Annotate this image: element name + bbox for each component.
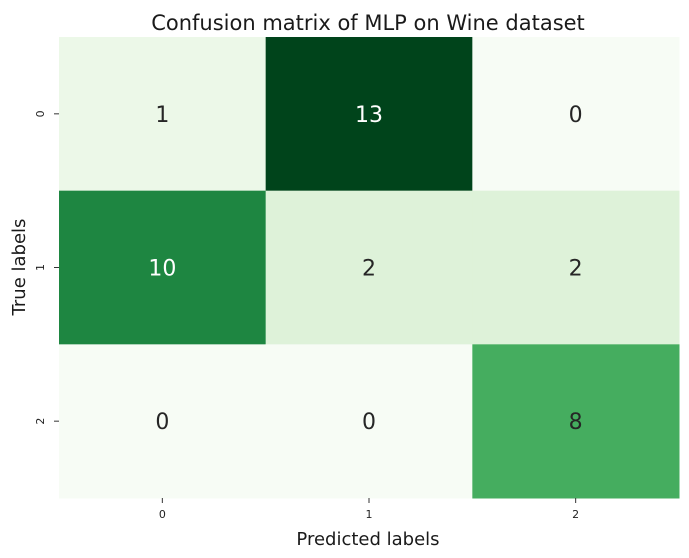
- heatmap-cell-0-1: [265, 37, 473, 192]
- y-axis-ticks: 0 1 2: [34, 110, 59, 425]
- heatmap-cell-0-2: [472, 37, 680, 192]
- y-tick-label-2: 2: [34, 418, 47, 425]
- x-tick-label-1: 1: [366, 508, 373, 521]
- heatmap-cell-2-1: [265, 344, 473, 499]
- heatmap-annotations: 1 13 0 10 2 2 0 0 8: [148, 103, 582, 435]
- heatmap-cell-0-0: [59, 37, 267, 192]
- cell-value-0-2: 0: [569, 103, 583, 128]
- chart-title: Confusion matrix of MLP on Wine dataset: [151, 11, 585, 35]
- x-axis-label: Predicted labels: [296, 529, 439, 550]
- heatmap-cell-1-0: [59, 190, 267, 345]
- y-axis-label: True labels: [9, 219, 30, 317]
- y-tick-label-1: 1: [34, 264, 47, 271]
- heatmap-cell-2-2: [472, 344, 680, 499]
- x-tick-label-2: 2: [572, 508, 579, 521]
- cell-value-1-1: 2: [362, 257, 376, 282]
- x-tick-label-0: 0: [159, 508, 166, 521]
- cell-value-2-0: 0: [155, 410, 169, 435]
- heatmap-cell-2-0: [59, 344, 267, 499]
- heatmap-cells: [59, 37, 680, 499]
- heatmap-cell-1-2: [472, 190, 680, 345]
- cell-value-2-2: 8: [569, 410, 583, 435]
- y-tick-label-0: 0: [34, 110, 47, 117]
- x-axis-ticks: 0 1 2: [159, 498, 579, 521]
- cell-value-0-0: 1: [155, 103, 169, 128]
- cell-value-0-1: 13: [355, 103, 383, 128]
- cell-value-2-1: 0: [362, 410, 376, 435]
- cell-value-1-0: 10: [148, 257, 176, 282]
- heatmap-cell-1-1: [265, 190, 473, 345]
- cell-value-1-2: 2: [569, 257, 583, 282]
